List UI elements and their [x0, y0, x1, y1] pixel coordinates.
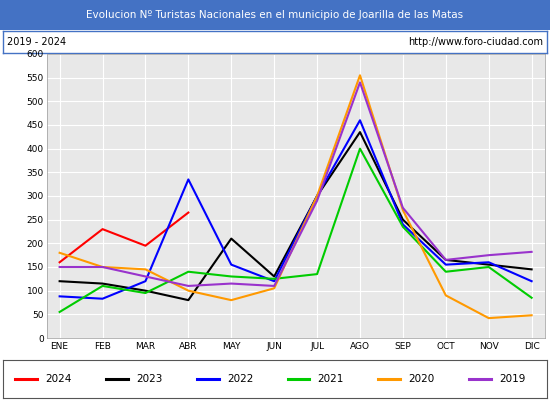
Line: 2023: 2023 — [59, 132, 532, 300]
2021 — [271, 276, 277, 281]
Text: 2021: 2021 — [318, 374, 344, 384]
2019 — [443, 258, 449, 262]
2021 — [185, 269, 191, 274]
2023 — [357, 130, 364, 134]
2021 — [314, 272, 321, 276]
2023 — [486, 262, 492, 267]
2020 — [357, 73, 364, 78]
2020 — [443, 293, 449, 298]
2023 — [314, 194, 321, 198]
Text: 2019: 2019 — [499, 374, 526, 384]
2021 — [357, 146, 364, 151]
2022 — [443, 262, 449, 267]
2024 — [56, 260, 63, 265]
2021 — [142, 291, 148, 296]
2020 — [271, 286, 277, 291]
2019 — [400, 206, 406, 210]
2022 — [529, 279, 535, 284]
2019 — [142, 274, 148, 279]
Text: 2020: 2020 — [409, 374, 434, 384]
2019 — [314, 198, 321, 203]
2020 — [400, 208, 406, 213]
Line: 2022: 2022 — [59, 120, 532, 299]
2020 — [56, 250, 63, 255]
2022 — [357, 118, 364, 123]
Text: 2022: 2022 — [227, 374, 254, 384]
Text: 2024: 2024 — [46, 374, 72, 384]
2023 — [99, 281, 106, 286]
2023 — [228, 236, 234, 241]
2024 — [185, 210, 191, 215]
Line: 2021: 2021 — [59, 149, 532, 312]
2020 — [185, 288, 191, 293]
2023 — [185, 298, 191, 302]
2023 — [529, 267, 535, 272]
2021 — [228, 274, 234, 279]
2019 — [185, 284, 191, 288]
2020 — [99, 265, 106, 270]
2021 — [443, 269, 449, 274]
Text: Evolucion Nº Turistas Nacionales en el municipio de Joarilla de las Matas: Evolucion Nº Turistas Nacionales en el m… — [86, 10, 464, 20]
2020 — [142, 267, 148, 272]
2019 — [99, 265, 106, 270]
2023 — [56, 279, 63, 284]
2019 — [486, 253, 492, 258]
2022 — [99, 296, 106, 301]
2021 — [486, 265, 492, 270]
2021 — [56, 310, 63, 314]
2020 — [228, 298, 234, 302]
2020 — [314, 194, 321, 198]
2022 — [56, 294, 63, 299]
2020 — [486, 316, 492, 320]
2022 — [314, 194, 321, 198]
Text: 2023: 2023 — [136, 374, 163, 384]
2022 — [271, 279, 277, 284]
2024 — [142, 243, 148, 248]
2019 — [56, 265, 63, 270]
2019 — [357, 80, 364, 85]
2024 — [99, 227, 106, 232]
Text: 2019 - 2024: 2019 - 2024 — [7, 37, 66, 47]
2022 — [228, 262, 234, 267]
2021 — [99, 284, 106, 288]
2022 — [400, 222, 406, 227]
2023 — [271, 274, 277, 279]
Text: http://www.foro-ciudad.com: http://www.foro-ciudad.com — [408, 37, 543, 47]
2019 — [228, 281, 234, 286]
2022 — [185, 177, 191, 182]
2020 — [529, 313, 535, 318]
2022 — [486, 260, 492, 265]
Line: 2019: 2019 — [59, 82, 532, 286]
2023 — [400, 217, 406, 222]
2021 — [400, 224, 406, 229]
2021 — [529, 295, 535, 300]
Line: 2024: 2024 — [59, 212, 188, 262]
2023 — [142, 288, 148, 293]
2022 — [142, 279, 148, 284]
2019 — [529, 250, 535, 254]
2019 — [271, 284, 277, 288]
2023 — [443, 258, 449, 262]
Line: 2020: 2020 — [59, 75, 532, 318]
